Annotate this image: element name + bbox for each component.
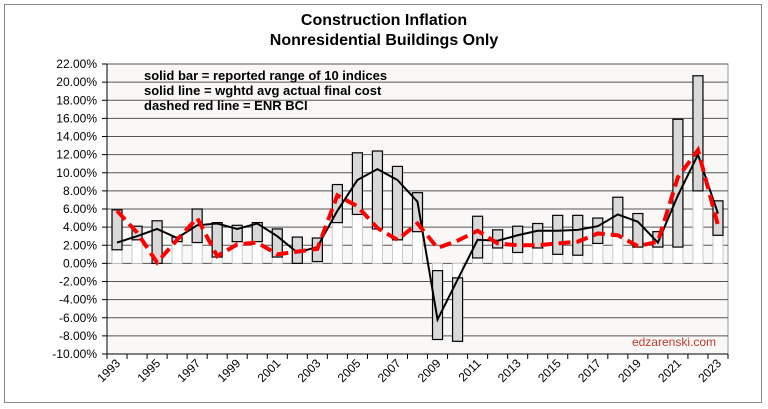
x-tick-label: 2001 bbox=[255, 356, 284, 385]
base-bar bbox=[111, 249, 123, 264]
x-tick-label: 2019 bbox=[615, 356, 644, 385]
y-tick-label: 22.00% bbox=[56, 57, 97, 71]
y-tick-label: 16.00% bbox=[56, 111, 97, 125]
range-bar bbox=[271, 228, 283, 258]
x-tick-label: 2017 bbox=[575, 356, 604, 385]
base-bar bbox=[411, 231, 424, 264]
x-tick-label: 1997 bbox=[174, 356, 203, 385]
y-tick-label: 0.00% bbox=[63, 256, 97, 270]
annotation: solid line = wghtd avg actual final cost bbox=[144, 83, 382, 98]
range-bar bbox=[371, 150, 384, 230]
y-tick-label: 20.00% bbox=[56, 75, 97, 89]
x-tick-label: 2005 bbox=[335, 356, 364, 385]
y-tick-label: 2.00% bbox=[63, 238, 97, 252]
base-bar bbox=[472, 257, 484, 264]
x-tick-label: 1993 bbox=[94, 356, 123, 385]
chart-title: Construction Inflation bbox=[300, 12, 468, 29]
annotation: dashed red line = ENR BCI bbox=[144, 98, 308, 113]
base-bar bbox=[331, 222, 343, 264]
x-tick-label: 2021 bbox=[655, 356, 684, 385]
range-bar bbox=[111, 209, 123, 251]
range-bar bbox=[692, 75, 704, 192]
x-tick-label: 2011 bbox=[456, 356, 484, 384]
x-tick-label: 1995 bbox=[134, 356, 163, 385]
y-tick-label: 12.00% bbox=[56, 148, 97, 162]
range-bar bbox=[592, 217, 604, 245]
x-tick-label: 2009 bbox=[415, 356, 444, 385]
y-tick-label: -10.00% bbox=[52, 347, 97, 361]
range-bar bbox=[431, 270, 444, 341]
base-bar bbox=[552, 253, 564, 264]
base-bar bbox=[432, 262, 444, 272]
y-tick-label: 6.00% bbox=[63, 202, 97, 216]
y-tick-label: 10.00% bbox=[56, 166, 97, 180]
base-bar bbox=[692, 190, 704, 264]
chart-subtitle: Nonresidential Buildings Only bbox=[269, 32, 499, 49]
y-tick-label: -8.00% bbox=[59, 329, 97, 343]
base-bar bbox=[351, 213, 363, 264]
y-tick-label: 4.00% bbox=[63, 220, 97, 234]
range-bar bbox=[532, 222, 544, 249]
annotation: solid bar = reported range of 10 indices bbox=[144, 68, 387, 83]
x-tick-label: 2013 bbox=[495, 356, 524, 385]
base-bar bbox=[251, 241, 263, 264]
base-bar bbox=[271, 256, 283, 264]
base-bar bbox=[712, 234, 724, 264]
base-bar bbox=[672, 246, 684, 264]
base-bar bbox=[572, 254, 584, 264]
range-bar bbox=[471, 215, 484, 259]
base-bar bbox=[592, 242, 604, 264]
y-tick-label: 14.00% bbox=[56, 130, 97, 144]
y-tick-label: -4.00% bbox=[59, 293, 97, 307]
range-bar bbox=[572, 214, 584, 256]
base-bar bbox=[371, 228, 383, 264]
y-tick-label: -2.00% bbox=[59, 275, 97, 289]
range-bar bbox=[411, 192, 424, 233]
base-bar bbox=[632, 246, 644, 264]
x-tick-label: 2007 bbox=[375, 356, 404, 385]
base-bar bbox=[652, 246, 664, 264]
base-bar bbox=[391, 239, 403, 264]
range-bar bbox=[351, 152, 364, 216]
chart-frame bbox=[4, 4, 762, 403]
y-tick-label: 8.00% bbox=[63, 184, 97, 198]
range-bar bbox=[512, 225, 524, 254]
x-tick-label: 2003 bbox=[295, 356, 324, 385]
base-bar bbox=[532, 247, 544, 264]
range-bar bbox=[231, 224, 243, 243]
base-bar bbox=[131, 239, 143, 264]
base-bar bbox=[191, 242, 203, 264]
x-tick-label: 2015 bbox=[535, 356, 564, 385]
avg-cost-line bbox=[116, 152, 719, 323]
y-tick-label: 18.00% bbox=[56, 93, 97, 107]
x-tick-label: 1999 bbox=[215, 356, 244, 385]
enr-bci-line bbox=[115, 145, 720, 266]
watermark: edzarenski.com bbox=[632, 335, 716, 349]
range-bar bbox=[391, 165, 404, 241]
x-tick-label: 2023 bbox=[695, 356, 724, 385]
base-bar bbox=[612, 235, 624, 264]
range-bar bbox=[552, 214, 564, 255]
range-bar bbox=[652, 231, 664, 248]
base-bar bbox=[171, 241, 183, 264]
base-bar bbox=[512, 252, 524, 264]
base-bar bbox=[492, 247, 504, 264]
y-tick-label: -6.00% bbox=[59, 311, 97, 325]
